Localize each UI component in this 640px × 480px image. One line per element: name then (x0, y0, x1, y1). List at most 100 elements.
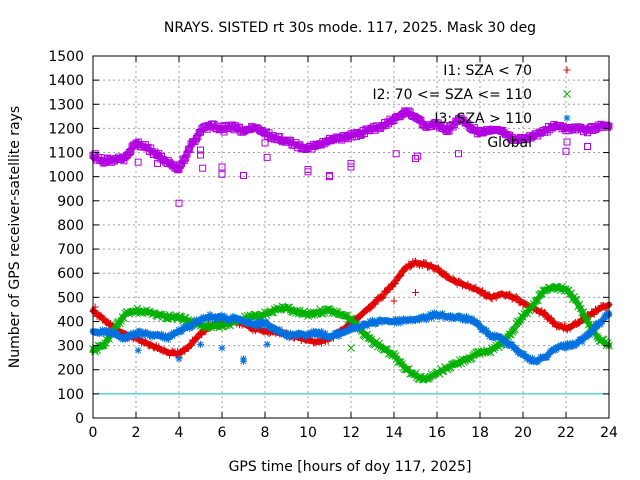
data-point (540, 286, 549, 294)
data-point (566, 325, 574, 333)
data-point (421, 259, 429, 267)
data-point (317, 339, 325, 347)
y-tick-label: 100 (57, 387, 84, 403)
data-point (422, 259, 430, 267)
data-point (262, 318, 270, 326)
chart-title: NRAYS. SISTED rt 30s mode. 117, 2025. Ma… (164, 20, 536, 36)
outlier-point (91, 150, 99, 158)
data-point (334, 329, 342, 337)
y-tick-label: 900 (57, 194, 84, 210)
axis-ticks: 0 2 4 6 8 10 12 14 16 18 20 22 240100200300400500600… (48, 49, 618, 441)
x-tick-label: 10 (299, 425, 317, 441)
legend-marker (563, 90, 571, 98)
data-point (506, 290, 514, 298)
data-point (346, 326, 354, 334)
data-point (141, 337, 149, 345)
data-point (391, 315, 399, 323)
legend-label: I2: 70 <= SZA <= 110 (372, 87, 532, 103)
data-point (546, 315, 554, 323)
data-point (97, 342, 105, 350)
data-point (125, 334, 133, 342)
y-tick-label: 1400 (48, 73, 84, 89)
legend-marker (563, 66, 571, 74)
data-point (543, 354, 551, 362)
plot-data (89, 107, 613, 384)
data-point (476, 323, 484, 331)
data-point (215, 313, 223, 321)
data-point (604, 123, 612, 131)
series-2 (89, 309, 613, 366)
y-tick-label: 1300 (48, 97, 84, 113)
data-point (447, 360, 456, 369)
x-tick-label: 12 (342, 425, 360, 441)
outlier-point (197, 146, 204, 154)
data-point (454, 360, 463, 369)
data-point (284, 331, 292, 339)
data-point (147, 330, 155, 338)
data-point (532, 296, 541, 305)
data-point (317, 327, 325, 335)
x-axis-label: GPS time [hours of doy 117, 2025] (229, 459, 472, 475)
data-point (382, 287, 390, 295)
data-point (182, 154, 190, 162)
outlier-point (240, 357, 247, 365)
y-axis-label: Number of GPS receiver-satellite rays (7, 106, 23, 368)
data-point (460, 314, 468, 322)
data-point (198, 331, 206, 339)
data-point (416, 316, 424, 324)
outlier-point (455, 150, 462, 158)
data-point (397, 272, 405, 280)
data-point (104, 327, 112, 335)
x-tick-label: 0 (89, 425, 98, 441)
data-point (502, 336, 510, 344)
data-point (520, 350, 528, 358)
data-point (586, 331, 594, 339)
data-point (584, 330, 591, 338)
outlier-point (392, 150, 400, 158)
data-point (393, 319, 401, 327)
outlier-point (326, 173, 333, 181)
data-point (480, 325, 488, 333)
data-point (148, 333, 156, 341)
data-point (440, 312, 448, 320)
data-point (321, 329, 329, 337)
data-point (139, 332, 147, 340)
data-point (428, 314, 436, 322)
data-point (500, 338, 508, 346)
data-point (369, 316, 376, 324)
data-point (598, 317, 606, 325)
y-tick-label: 400 (57, 314, 84, 330)
data-point (288, 307, 296, 316)
data-point (472, 319, 480, 327)
y-tick-label: 1100 (48, 146, 84, 162)
data-point (479, 287, 487, 295)
data-point (192, 334, 200, 342)
data-point (254, 322, 262, 330)
data-point (547, 314, 555, 322)
x-tick-label: 14 (385, 425, 403, 441)
outlier-point (218, 170, 226, 178)
data-point (461, 316, 469, 324)
data-point (116, 319, 124, 328)
data-point (422, 316, 430, 324)
data-point (498, 334, 505, 342)
data-point (487, 331, 495, 339)
data-point (551, 282, 560, 291)
data-point (194, 333, 202, 341)
x-tick-label: 4 (175, 425, 184, 441)
data-point (593, 322, 601, 330)
x-tick-label: 16 (428, 425, 446, 441)
data-point (252, 323, 260, 331)
data-point (484, 330, 492, 338)
outlier-point (414, 152, 422, 160)
legend-marker (563, 138, 571, 146)
outlier-point (412, 289, 419, 297)
data-point (197, 329, 204, 337)
data-point (391, 279, 399, 287)
x-tick-label: 24 (600, 425, 618, 441)
data-point (406, 263, 414, 271)
data-point (111, 321, 120, 330)
legend: I1: SZA < 70 I2: 70 <= SZA <= 110 I3: SZA … (372, 63, 571, 151)
data-point (559, 341, 567, 349)
